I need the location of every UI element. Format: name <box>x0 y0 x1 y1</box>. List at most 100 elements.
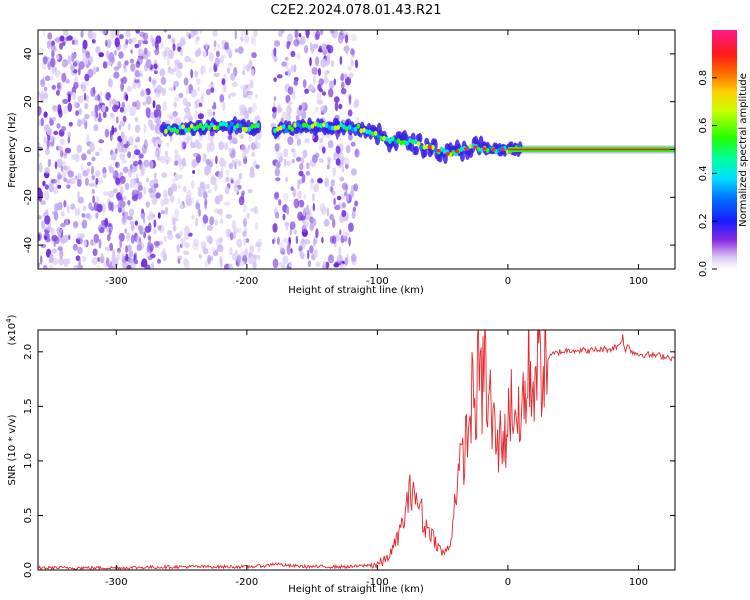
noise-speck <box>136 73 143 78</box>
ridge-core <box>204 122 208 128</box>
noise-speck <box>91 39 96 44</box>
noise-speck <box>242 204 247 213</box>
noise-speck <box>274 211 280 219</box>
noise-speck <box>240 30 245 37</box>
noise-speck <box>212 111 216 116</box>
noise-speck <box>122 115 127 123</box>
noise-speck <box>85 50 90 59</box>
ridge-core <box>192 126 197 132</box>
noise-speck <box>140 165 145 175</box>
noise-speck <box>327 254 335 264</box>
noise-speck <box>146 95 152 105</box>
noise-speck <box>149 123 155 131</box>
noise-speck <box>142 217 146 224</box>
noise-speck <box>185 194 192 205</box>
noise-speck <box>231 137 238 145</box>
noise-speck <box>303 221 309 228</box>
noise-speck <box>154 39 159 50</box>
noise-speck <box>273 40 281 47</box>
noise-speck <box>60 148 64 158</box>
noise-speck <box>321 43 328 52</box>
noise-speck <box>191 214 195 220</box>
noise-speck <box>279 247 286 255</box>
ridge-core <box>376 133 381 139</box>
noise-speck <box>42 56 48 65</box>
noise-speck <box>202 153 207 163</box>
noise-speck <box>157 225 162 231</box>
noise-speck <box>299 163 304 171</box>
noise-speck <box>144 90 148 100</box>
noise-speck <box>139 153 144 159</box>
noise-speck <box>147 235 152 241</box>
noise-speck <box>185 111 192 120</box>
noise-speck <box>114 104 119 110</box>
noise-speck <box>93 233 100 244</box>
noise-speck <box>61 170 66 179</box>
ridge-peak <box>427 145 432 149</box>
noise-speck <box>305 30 310 39</box>
noise-speck <box>57 232 61 238</box>
noise-speck <box>198 102 203 108</box>
noise-speck <box>138 159 142 165</box>
noise-speck <box>96 264 100 269</box>
noise-speck <box>345 45 349 55</box>
noise-speck <box>174 96 180 102</box>
noise-speck <box>340 30 346 34</box>
noise-speck <box>220 55 225 65</box>
noise-speck <box>231 159 236 167</box>
noise-speck <box>273 192 280 200</box>
noise-speck <box>206 235 212 243</box>
noise-speck <box>241 151 246 160</box>
noise-speck <box>86 133 90 144</box>
noise-speck <box>277 152 284 162</box>
noise-speck <box>234 48 239 53</box>
noise-speck <box>286 105 292 115</box>
noise-speck <box>151 79 157 85</box>
noise-speck <box>175 70 183 79</box>
x-tick-label: 100 <box>629 577 648 588</box>
noise-speck <box>247 83 251 90</box>
noise-speck <box>341 209 347 218</box>
ridge-core <box>293 122 297 128</box>
noise-speck <box>44 75 51 82</box>
noise-speck <box>118 34 124 40</box>
noise-speck <box>141 89 144 97</box>
noise-speck <box>58 145 63 151</box>
colorbar-tick-label: 0.0 <box>698 261 709 277</box>
noise-speck <box>121 253 125 261</box>
noise-speck <box>167 113 173 118</box>
noise-speck <box>290 248 293 254</box>
snr-multiplier-base: (x10 <box>7 323 18 346</box>
noise-speck <box>72 53 76 60</box>
ridge-core <box>391 136 395 142</box>
noise-speck <box>167 233 172 241</box>
noise-speck <box>161 50 167 57</box>
noise-speck <box>219 94 225 103</box>
noise-speck <box>44 92 48 100</box>
noise-speck <box>254 221 259 231</box>
noise-speck <box>213 47 217 52</box>
noise-speck <box>236 255 242 264</box>
ridge-core <box>175 128 180 134</box>
noise-speck <box>126 264 132 269</box>
noise-speck <box>348 133 353 141</box>
noise-speck <box>81 162 84 173</box>
noise-speck <box>253 255 257 264</box>
noise-speck <box>331 235 337 245</box>
noise-speck <box>197 188 203 198</box>
noise-speck <box>206 224 214 231</box>
noise-speck <box>176 118 181 127</box>
noise-speck <box>247 90 253 100</box>
noise-speck <box>336 195 342 201</box>
ridge-core <box>304 122 309 128</box>
noise-speck <box>228 263 234 269</box>
noise-speck <box>306 162 310 170</box>
noise-speck <box>101 203 106 214</box>
ridge-core <box>359 128 364 134</box>
x-tick-label: 0 <box>505 577 511 588</box>
noise-speck <box>318 45 323 53</box>
noise-speck <box>340 81 345 90</box>
noise-speck <box>293 229 297 235</box>
noise-speck <box>76 178 82 187</box>
noise-speck <box>340 88 347 95</box>
